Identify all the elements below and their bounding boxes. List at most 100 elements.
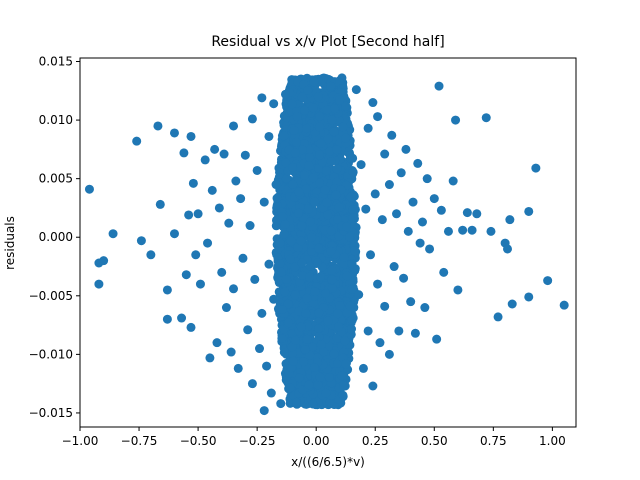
data-point (287, 99, 297, 109)
data-point (169, 128, 179, 138)
data-point (368, 381, 378, 391)
data-point (321, 388, 331, 398)
data-point (351, 85, 361, 95)
data-point (333, 309, 343, 319)
data-point (250, 274, 260, 284)
data-point (210, 144, 220, 154)
y-tick-label: 0.015 (39, 55, 73, 69)
data-point (186, 131, 196, 141)
data-point (299, 357, 309, 367)
data-point (316, 138, 326, 148)
data-point (277, 304, 287, 314)
data-point (275, 259, 285, 269)
data-point (257, 308, 267, 318)
data-point (264, 131, 274, 141)
data-point (305, 272, 315, 282)
data-point (377, 215, 387, 225)
data-point (269, 99, 279, 109)
data-point (247, 379, 257, 389)
data-point (439, 267, 449, 277)
data-point (297, 145, 307, 155)
data-point (543, 276, 553, 286)
data-point (453, 285, 463, 295)
data-point (285, 254, 295, 264)
data-point (531, 163, 541, 173)
data-point (493, 312, 503, 322)
data-point (313, 258, 323, 268)
chart-title: Residual vs x/v Plot [Second half] (211, 34, 445, 50)
data-point (503, 244, 512, 254)
data-point (432, 334, 442, 344)
y-tick-label: −0.010 (29, 347, 73, 361)
data-point (401, 144, 411, 154)
data-point (415, 238, 425, 248)
data-point (505, 215, 515, 225)
data-point (524, 206, 534, 216)
data-point (315, 178, 325, 188)
data-point (315, 112, 325, 122)
data-point (285, 383, 295, 393)
data-point (224, 218, 234, 228)
data-point (334, 202, 344, 212)
data-point (191, 250, 201, 260)
data-point (363, 326, 373, 336)
data-point (323, 210, 333, 220)
data-point (346, 192, 356, 202)
data-point (269, 294, 279, 304)
data-point (307, 246, 317, 256)
data-point (348, 213, 358, 223)
data-point (340, 336, 350, 346)
data-point (259, 406, 269, 416)
data-point (326, 156, 336, 166)
data-point (420, 303, 430, 313)
data-point (387, 130, 397, 140)
data-point (334, 115, 344, 125)
data-point (392, 209, 401, 219)
data-point (288, 179, 298, 189)
data-point (276, 399, 286, 409)
data-point (184, 210, 194, 220)
data-point (389, 262, 399, 272)
data-point (305, 261, 315, 271)
data-point (434, 81, 444, 91)
data-point (302, 334, 312, 344)
data-point (309, 77, 319, 87)
data-point (314, 324, 324, 334)
data-point (324, 373, 334, 383)
data-point (233, 363, 243, 373)
y-tick-label: −0.005 (29, 289, 73, 303)
data-point (337, 371, 347, 381)
data-point (329, 349, 339, 359)
data-point (297, 221, 307, 231)
x-tick-label: −1.00 (62, 434, 99, 448)
data-point (380, 301, 390, 311)
data-point (316, 339, 326, 349)
data-point (245, 221, 255, 231)
data-point (406, 297, 416, 307)
data-point (217, 267, 227, 277)
data-point (272, 200, 282, 210)
data-point (399, 273, 409, 283)
data-point (252, 165, 262, 175)
data-point (214, 203, 224, 213)
data-point (313, 380, 323, 390)
data-point (417, 217, 427, 227)
data-point (280, 89, 290, 99)
data-point (330, 104, 340, 114)
data-point (344, 232, 354, 242)
data-point (363, 123, 373, 133)
data-point (247, 114, 257, 124)
data-point (308, 103, 318, 113)
data-point (108, 229, 118, 239)
data-point (264, 259, 274, 269)
data-point (207, 185, 217, 195)
data-point (290, 148, 300, 158)
data-point (275, 238, 285, 248)
data-point (294, 306, 304, 316)
data-point (345, 301, 355, 311)
data-point (226, 347, 236, 357)
data-point (177, 313, 187, 323)
data-point (350, 246, 360, 256)
